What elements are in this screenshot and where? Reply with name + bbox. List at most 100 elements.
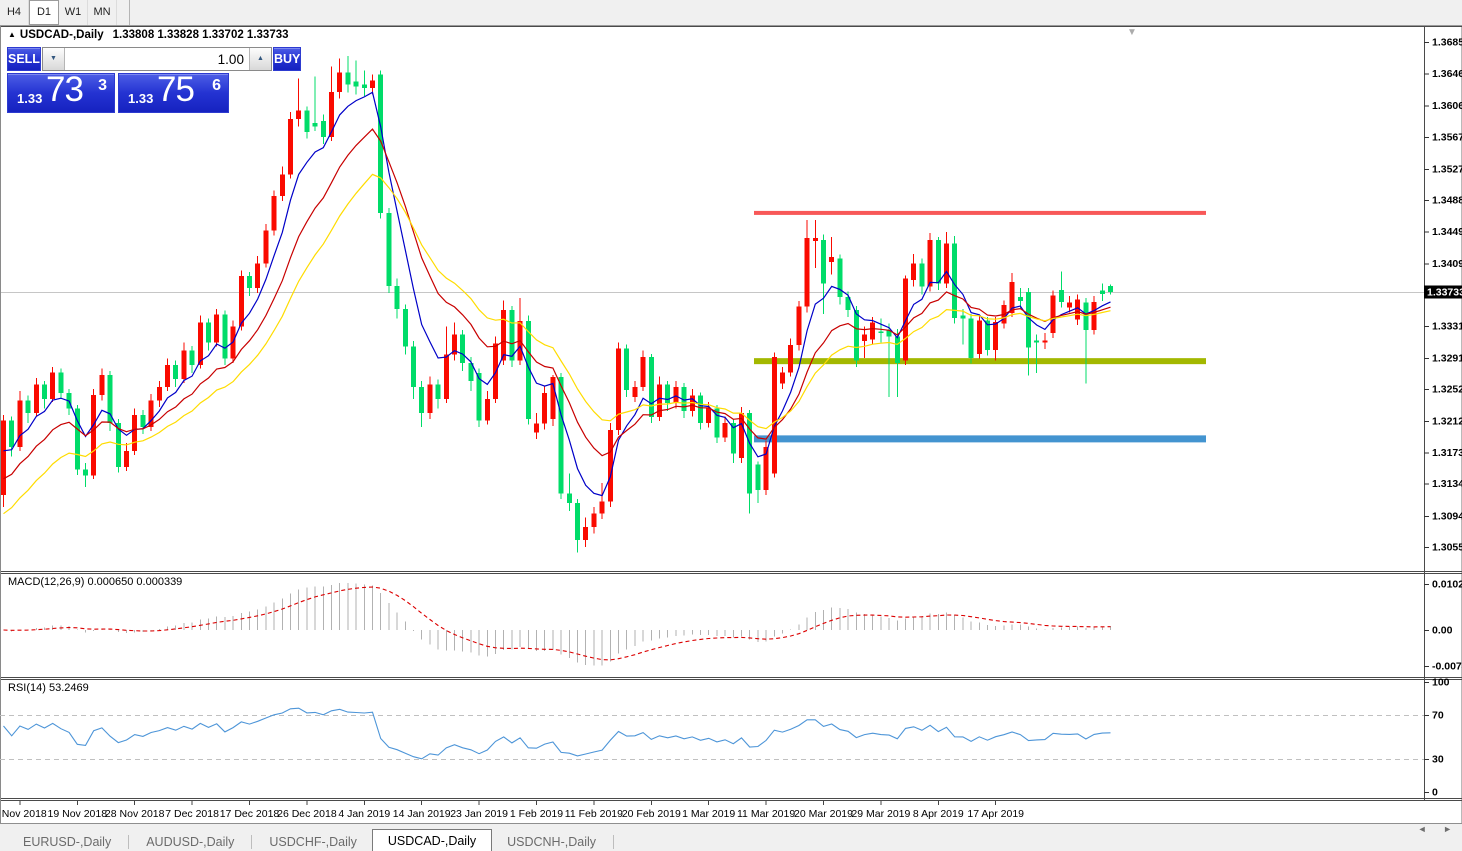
date-label: 17 Apr 2019	[967, 808, 1024, 820]
buy-price-button[interactable]: 1.33 75 6	[118, 70, 229, 113]
date-label: 20 Mar 2019	[794, 808, 853, 820]
level-line-support-mid[interactable]	[754, 358, 1206, 365]
candle-body	[632, 386, 638, 398]
rsi-current-value: 53.2469	[48, 682, 89, 694]
date-label: 9 Nov 2018	[0, 808, 47, 820]
timeframe-mn-button[interactable]: MN	[88, 0, 117, 25]
candle-body	[1017, 297, 1023, 302]
candle-body	[591, 513, 597, 528]
candle-body	[853, 309, 859, 361]
level-line-resistance[interactable]	[754, 210, 1206, 215]
timeframe-d1-button[interactable]: D1	[29, 0, 59, 25]
date-label: 19 Nov 2018	[48, 808, 108, 820]
candle-body	[968, 318, 974, 358]
chart-shift-marker-icon: ▼	[1127, 27, 1137, 38]
candle-body	[542, 393, 548, 424]
candle-body	[566, 493, 572, 503]
candle-body	[788, 345, 794, 373]
candle-body	[886, 329, 892, 337]
symbol-tab-usdcad[interactable]: USDCAD-,Daily	[371, 829, 493, 851]
date-label: 28 Nov 2018	[105, 808, 165, 820]
date-label: 11 Feb 2019	[565, 808, 623, 820]
candle-body	[894, 336, 900, 363]
sell-price-button[interactable]: 1.33 73 3	[7, 70, 115, 113]
candle-body	[501, 309, 507, 361]
volume-increase-button[interactable]: ▲	[248, 48, 271, 70]
candle-body	[329, 91, 334, 137]
candle-body	[337, 72, 343, 92]
date-label: 20 Feb 2019	[622, 808, 681, 820]
candle-body	[665, 384, 671, 403]
price-axis-label: 1.34880	[1432, 195, 1462, 207]
candle-body	[124, 450, 129, 467]
candle-body	[911, 263, 917, 281]
rsi-line	[3, 707, 1111, 760]
price-axis-label: 1.33310	[1432, 320, 1462, 332]
candle-body	[648, 357, 654, 418]
candle-body	[673, 386, 679, 403]
candle-body	[419, 386, 425, 414]
symbol-tab-usdcnh[interactable]: USDCNH-,Daily	[507, 835, 597, 849]
candle-body	[435, 384, 441, 399]
chart-ohlc-values: 1.33808 1.33828 1.33702 1.33733	[112, 29, 289, 41]
candle-body	[370, 80, 375, 88]
scroll-right-arrow[interactable]: ►	[1443, 824, 1452, 834]
rsi-panel-label: RSI(14) 53.2469	[8, 682, 89, 694]
symbol-tab-usdchf[interactable]: USDCHF-,Daily	[269, 835, 357, 849]
candle-body	[935, 240, 941, 284]
chart-header: ▲ USDCAD-,Daily 1.33808 1.33828 1.33702 1.…	[8, 29, 289, 41]
current-price-tag	[1424, 285, 1462, 299]
rsi-label: RSI(14)	[8, 682, 46, 694]
rsi-axis-label: 70	[1432, 710, 1444, 722]
candle-body	[763, 446, 769, 491]
candle-body	[780, 372, 785, 384]
sell-price-pip: 3	[98, 77, 107, 94]
scroll-left-arrow[interactable]: ◄	[1417, 824, 1427, 834]
symbol-tab-audusd[interactable]: AUDUSD-,Daily	[146, 835, 235, 849]
footer-bar: ◄ ► EURUSD-,Daily AUDUSD-,Daily USDCHF-,Da…	[0, 823, 1462, 851]
timeframe-h4-button[interactable]: H4	[0, 0, 29, 25]
volume-decrease-button[interactable]: ▼	[42, 48, 65, 70]
candle-body	[739, 413, 744, 459]
candle-body	[681, 386, 687, 411]
level-line-support-low[interactable]	[754, 435, 1206, 443]
rsi-axis-label: 0	[1432, 787, 1438, 799]
symbol-tab-eurusd[interactable]: EURUSD-,Daily	[23, 835, 112, 849]
candle-body	[575, 502, 580, 540]
candle-body	[411, 346, 416, 387]
date-label: 14 Jan 2019	[393, 808, 451, 820]
candle-body	[706, 408, 712, 423]
volume-spinner: ▼ ▲	[41, 47, 272, 71]
sell-button[interactable]: SELL	[7, 47, 41, 71]
tab-separator	[251, 835, 253, 849]
candle-body	[181, 350, 187, 379]
candle-body	[985, 320, 990, 350]
timeframe-w1-button[interactable]: W1	[59, 0, 88, 25]
price-axis-label: 1.31730	[1432, 447, 1462, 459]
candle-body	[189, 350, 195, 366]
candle-body	[976, 320, 982, 354]
candle-body	[1050, 295, 1056, 334]
date-label: 1 Mar 2019	[682, 808, 735, 820]
price-axis-label: 1.31340	[1432, 478, 1462, 490]
price-axis-label: 1.34090	[1432, 258, 1462, 270]
candle-body	[222, 314, 228, 359]
candle-body	[452, 334, 457, 355]
volume-input[interactable]	[64, 48, 249, 70]
buy-button[interactable]: BUY	[272, 47, 302, 71]
candle-body	[747, 413, 753, 494]
candle-body	[1042, 340, 1048, 343]
candle-body	[58, 372, 64, 394]
candle-body	[870, 322, 876, 340]
price-axis-label: 1.32120	[1432, 416, 1462, 428]
candle-body	[197, 322, 203, 366]
candle-body	[25, 400, 31, 414]
candle-body	[173, 365, 179, 379]
macd-axis-label: -0.007477	[1432, 661, 1462, 673]
candle-body	[993, 321, 999, 350]
candle-body	[525, 321, 531, 419]
collapse-arrow-icon[interactable]: ▲	[8, 30, 16, 39]
candle-body	[952, 243, 958, 318]
candle-body	[550, 377, 556, 419]
candle-body	[821, 240, 826, 284]
